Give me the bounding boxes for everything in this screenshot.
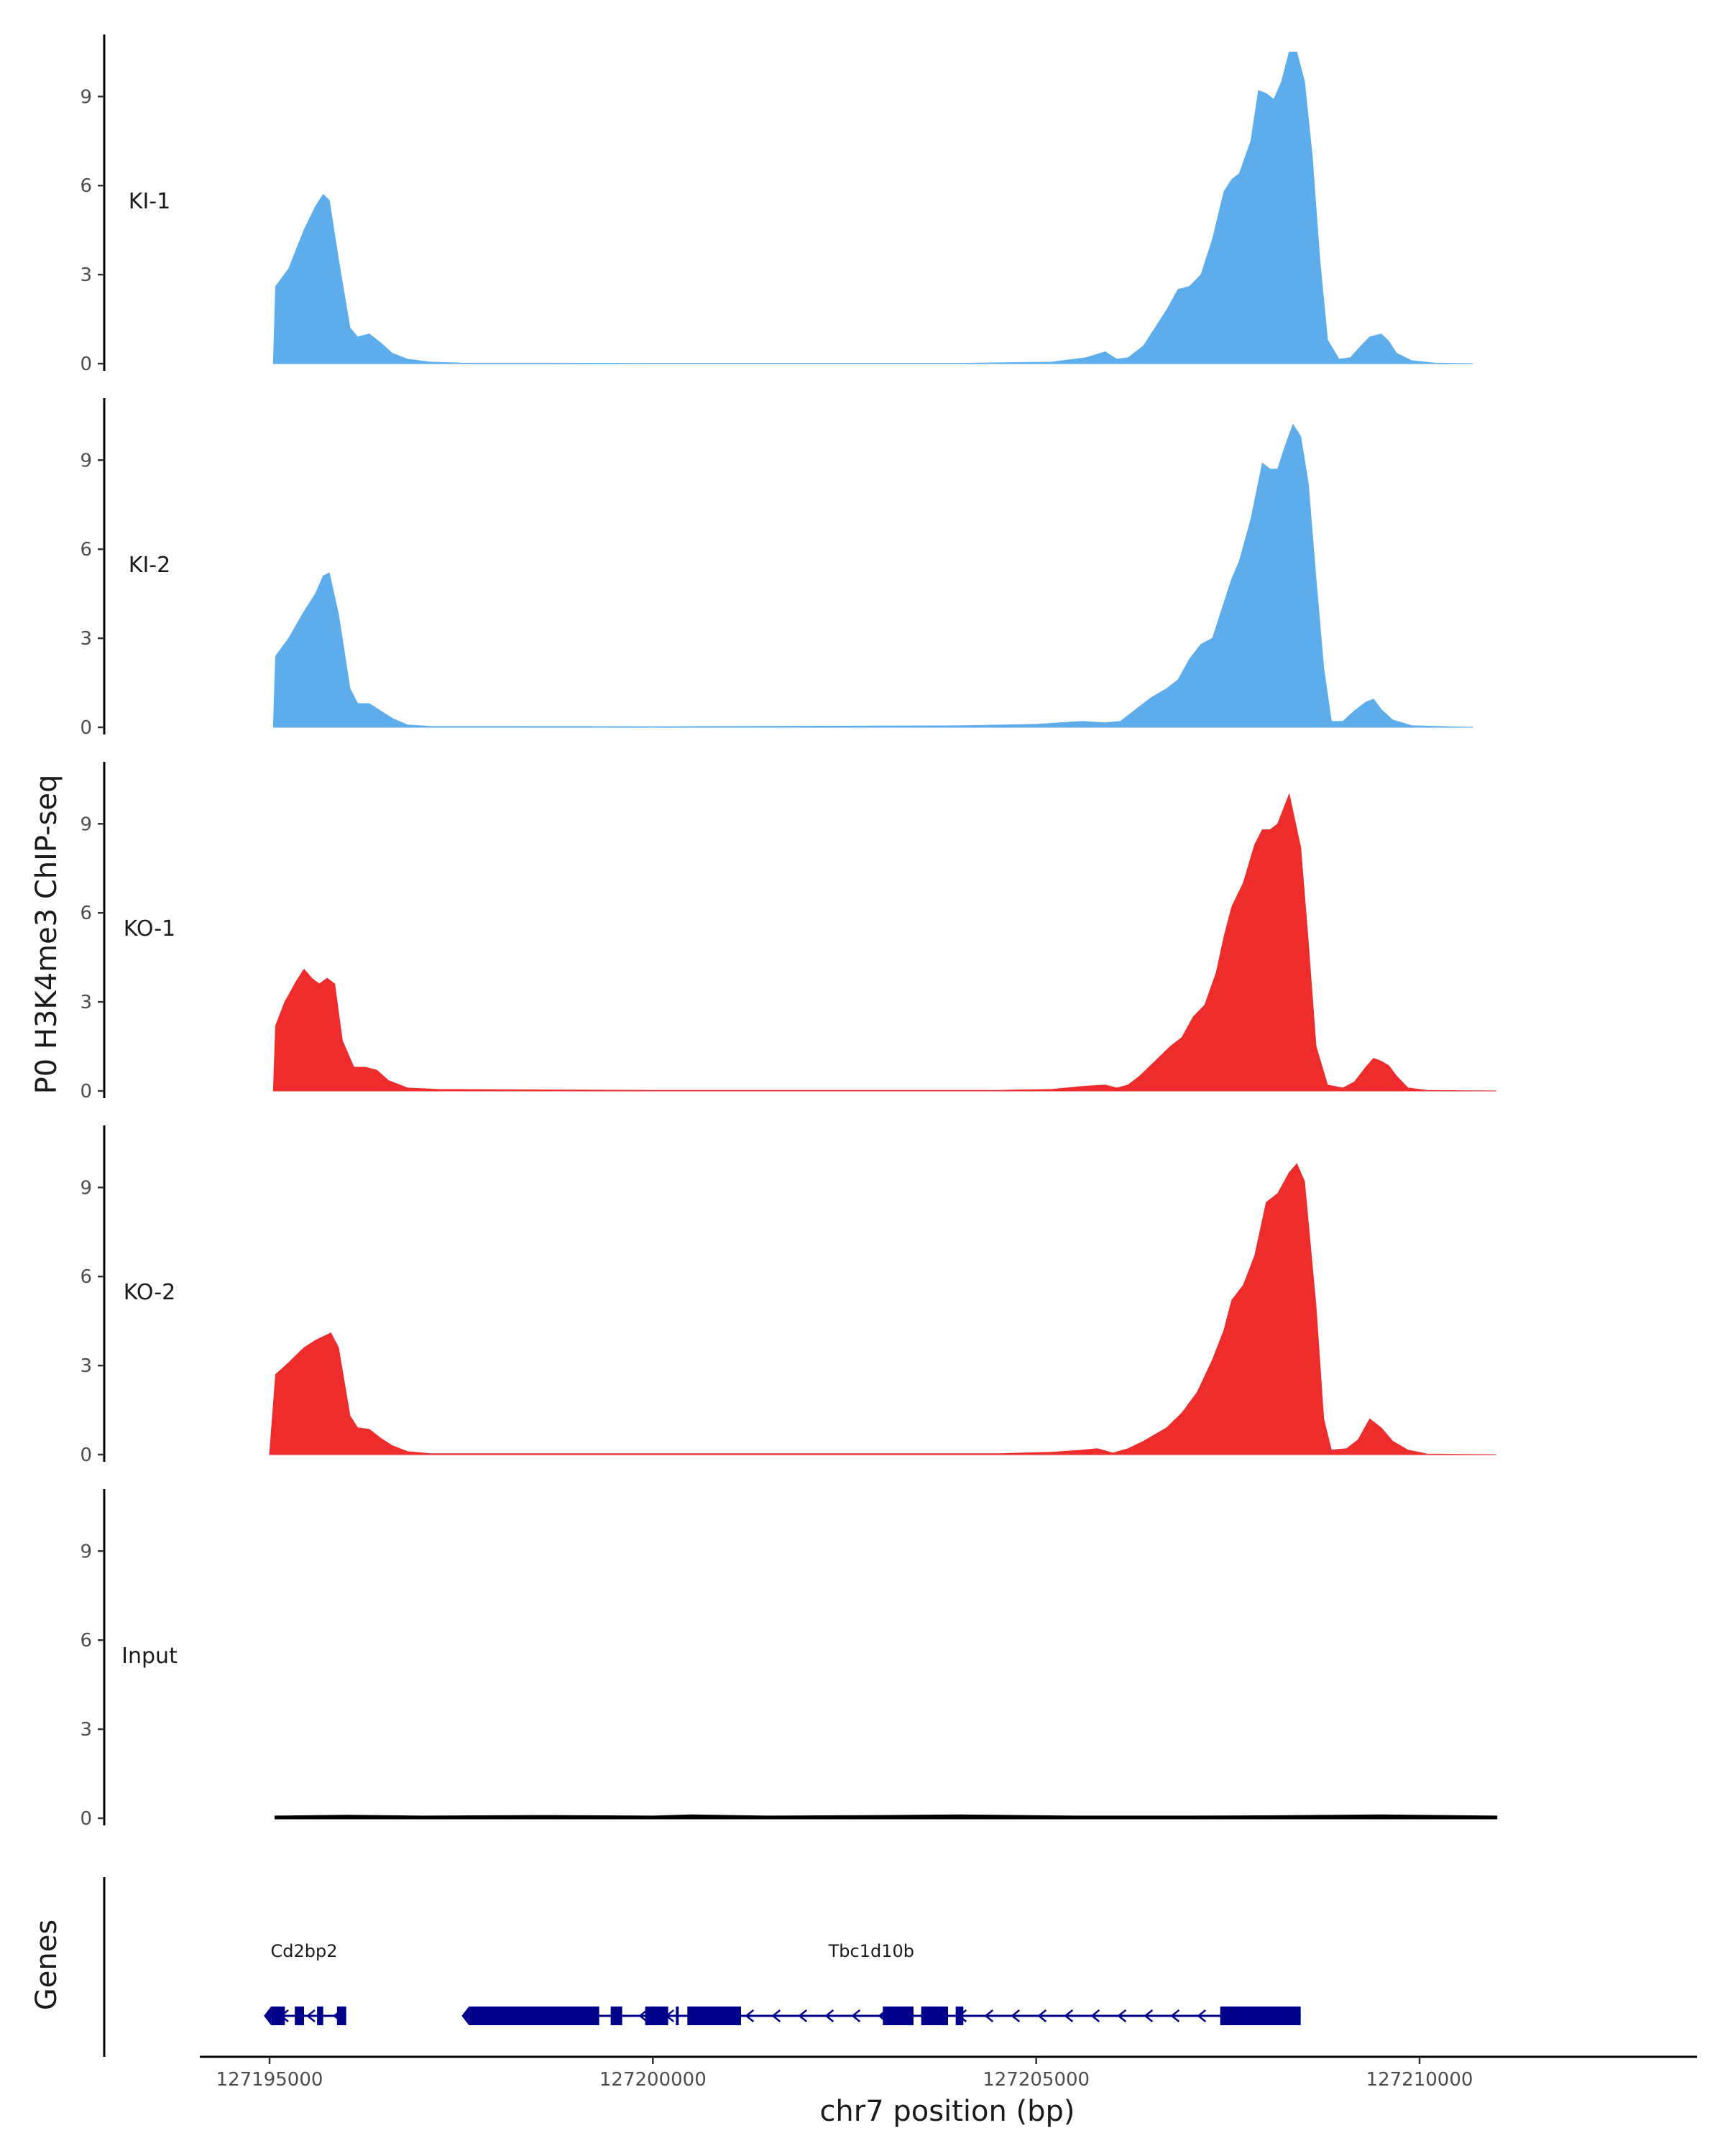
x-axis-title: chr7 position (bp) (819, 2095, 1075, 2128)
gene-exon (955, 2007, 964, 2025)
strand-arrow (1170, 2009, 1180, 2022)
gene-exon (469, 2007, 599, 2025)
track-label: Input (121, 1644, 178, 1669)
y-tick-label: 0 (80, 717, 92, 739)
coverage-area-ki-2 (272, 423, 1473, 728)
strand-arrow (1197, 2009, 1207, 2022)
gene-start-arrow (461, 2007, 469, 2025)
coverage-area-ki-1 (272, 51, 1473, 364)
coverage-area-ko-2 (269, 1163, 1496, 1455)
strand-arrow (1090, 2009, 1100, 2022)
y-tick-label: 6 (80, 1266, 92, 1288)
y-tick-label: 6 (80, 1630, 92, 1651)
genes-track-title: Genes (30, 1920, 63, 2010)
gene-exon (1220, 2007, 1301, 2025)
x-tick-label: 127210000 (1366, 2069, 1473, 2091)
gene-cd2bp2: Cd2bp2 (264, 1941, 346, 2025)
gene-exon (317, 2007, 323, 2025)
strand-arrow (984, 2009, 994, 2022)
coverage-tracks: 0 3 6 9 KI-1 0 3 6 9 KI-2 0 3 6 9 KO-1 0 3 6 9 KO-2 0 3 6 9 Inpu… (80, 34, 1498, 1830)
gene-tbc1d10b: Tbc1d10b (461, 1941, 1301, 2025)
y-tick-label: 0 (80, 1445, 92, 1466)
y-tick-label: 6 (80, 539, 92, 561)
gene-exon (883, 2007, 914, 2025)
track-label: KI-1 (129, 189, 170, 214)
strand-arrow (824, 2009, 834, 2022)
y-tick-label: 9 (80, 1177, 92, 1199)
strand-arrow (305, 2009, 316, 2022)
x-axis: 127195000 127200000 127205000 127210000 (200, 2055, 1697, 2091)
strand-arrow (1117, 2009, 1127, 2022)
x-tick-label: 127200000 (599, 2069, 707, 2091)
strand-arrow (1037, 2009, 1047, 2022)
track-label: KO-1 (124, 916, 175, 941)
coverage-area-input (275, 1814, 1498, 1820)
strand-arrow (771, 2009, 781, 2022)
gene-exon (645, 2007, 668, 2025)
y-tick-label: 9 (80, 450, 92, 471)
gene-name-label: Cd2bp2 (271, 1941, 338, 1961)
gene-start-arrow (264, 2007, 272, 2025)
track-label: KI-2 (129, 553, 170, 578)
strand-arrow (1011, 2009, 1021, 2022)
y-tick-label: 0 (80, 1808, 92, 1830)
track-panel-ko-1: 0 3 6 9 KO-1 (80, 762, 1496, 1102)
gene-exon (687, 2007, 741, 2025)
strand-arrow (851, 2009, 861, 2022)
gene-exon (921, 2007, 948, 2025)
y-tick-label: 3 (80, 628, 92, 650)
strand-arrow (1144, 2009, 1154, 2022)
y-tick-label: 3 (80, 992, 92, 1013)
y-tick-label: 9 (80, 1541, 92, 1562)
y-tick-label: 6 (80, 175, 92, 197)
y-tick-label: 9 (80, 814, 92, 835)
track-label: KO-2 (124, 1280, 175, 1305)
y-axis-title: P0 H3K4me3 ChIP-seq (30, 775, 63, 1095)
track-panel-input: 0 3 6 9 Input (80, 1489, 1498, 1830)
y-tick-label: 3 (80, 1719, 92, 1741)
gene-exon (610, 2007, 622, 2025)
y-tick-label: 3 (80, 1355, 92, 1377)
y-tick-label: 0 (80, 1081, 92, 1102)
gene-exon (271, 2007, 285, 2025)
gene-exon (336, 2007, 346, 2025)
y-tick-label: 6 (80, 903, 92, 924)
track-panel-ki-1: 0 3 6 9 KI-1 (80, 34, 1473, 375)
coverage-area-ko-1 (272, 793, 1496, 1092)
track-panel-ko-2: 0 3 6 9 KO-2 (80, 1125, 1496, 1466)
gene-name-label: Tbc1d10b (828, 1941, 914, 1961)
strand-arrow (745, 2009, 755, 2022)
y-tick-label: 9 (80, 86, 92, 108)
y-tick-label: 3 (80, 264, 92, 286)
track-panel-ki-2: 0 3 6 9 KI-2 (80, 398, 1473, 739)
x-tick-label: 127195000 (216, 2069, 323, 2091)
gene-exon (295, 2007, 304, 2025)
gene-exon (676, 2007, 679, 2025)
x-tick-label: 127205000 (983, 2069, 1090, 2091)
strand-arrow (1064, 2009, 1074, 2022)
strand-arrow (798, 2009, 808, 2022)
strand-arrow (638, 2009, 648, 2022)
y-tick-label: 0 (80, 354, 92, 375)
gene-annotation-track: Cd2bp2 Tbc1d10b (103, 1877, 1301, 2057)
